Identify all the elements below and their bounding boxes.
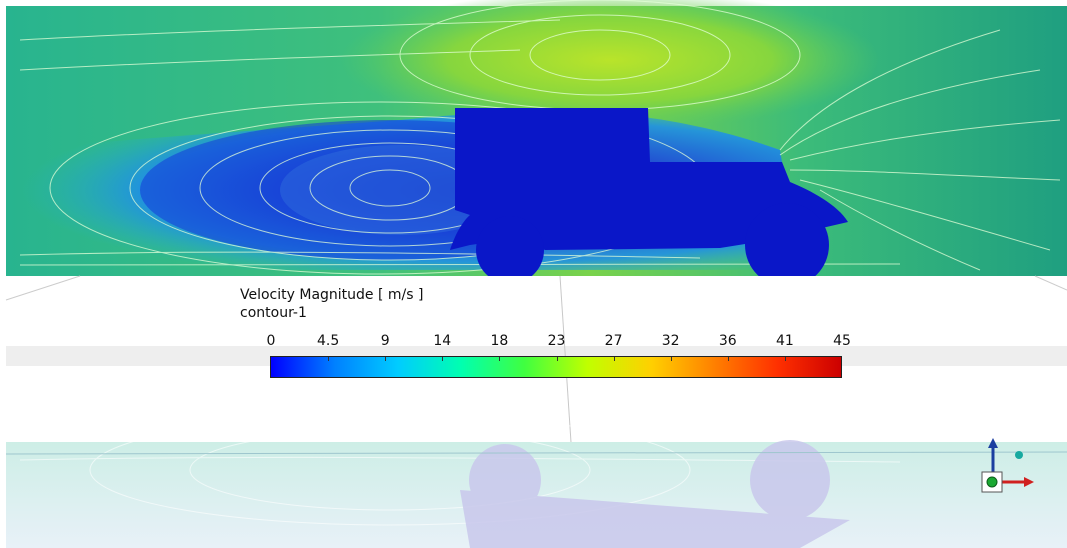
colorbar-tick-mark <box>784 357 786 361</box>
colorbar-tick-label: 32 <box>661 333 680 349</box>
colorbar-tick-mark <box>613 357 615 361</box>
axis-triad[interactable] <box>981 438 1034 493</box>
colorbar-tick-mark <box>328 357 330 361</box>
colorbar-tick-label: 18 <box>490 333 509 349</box>
colorbar-tick-label: 9 <box>380 333 390 349</box>
front-wheel <box>745 203 829 287</box>
y-axis-dot <box>986 476 998 488</box>
vehicle-silhouette <box>450 108 848 287</box>
colorbar-tick-label: 14 <box>433 333 452 349</box>
colorbar-tick-label: 27 <box>604 333 623 349</box>
colorbar-tick-mark <box>727 357 729 361</box>
colorbar-tick-label: 45 <box>833 333 851 349</box>
colorbar-tick-label: 23 <box>547 333 566 349</box>
view-dot <box>1015 451 1023 459</box>
colorbar-tick-mark <box>556 357 558 361</box>
colorbar-tick-mark <box>499 357 501 361</box>
legend-title: Velocity Magnitude [ m/s ] <box>240 287 424 303</box>
colorbar-tick-mark <box>442 357 444 361</box>
colorbar-tick-label: 41 <box>775 333 794 349</box>
rear-wheel <box>476 216 544 284</box>
colorbar-tick-mark <box>670 357 672 361</box>
colorbar-tick-label: 4.5 <box>316 333 340 349</box>
colorbar-tick-label: 36 <box>718 333 737 349</box>
colorbar <box>270 356 842 378</box>
colorbar-tick-mark <box>385 357 387 361</box>
colorbar-tick-label: 0 <box>266 333 276 349</box>
floor-reflection <box>5 414 1067 548</box>
legend-subtitle: contour-1 <box>240 305 307 321</box>
